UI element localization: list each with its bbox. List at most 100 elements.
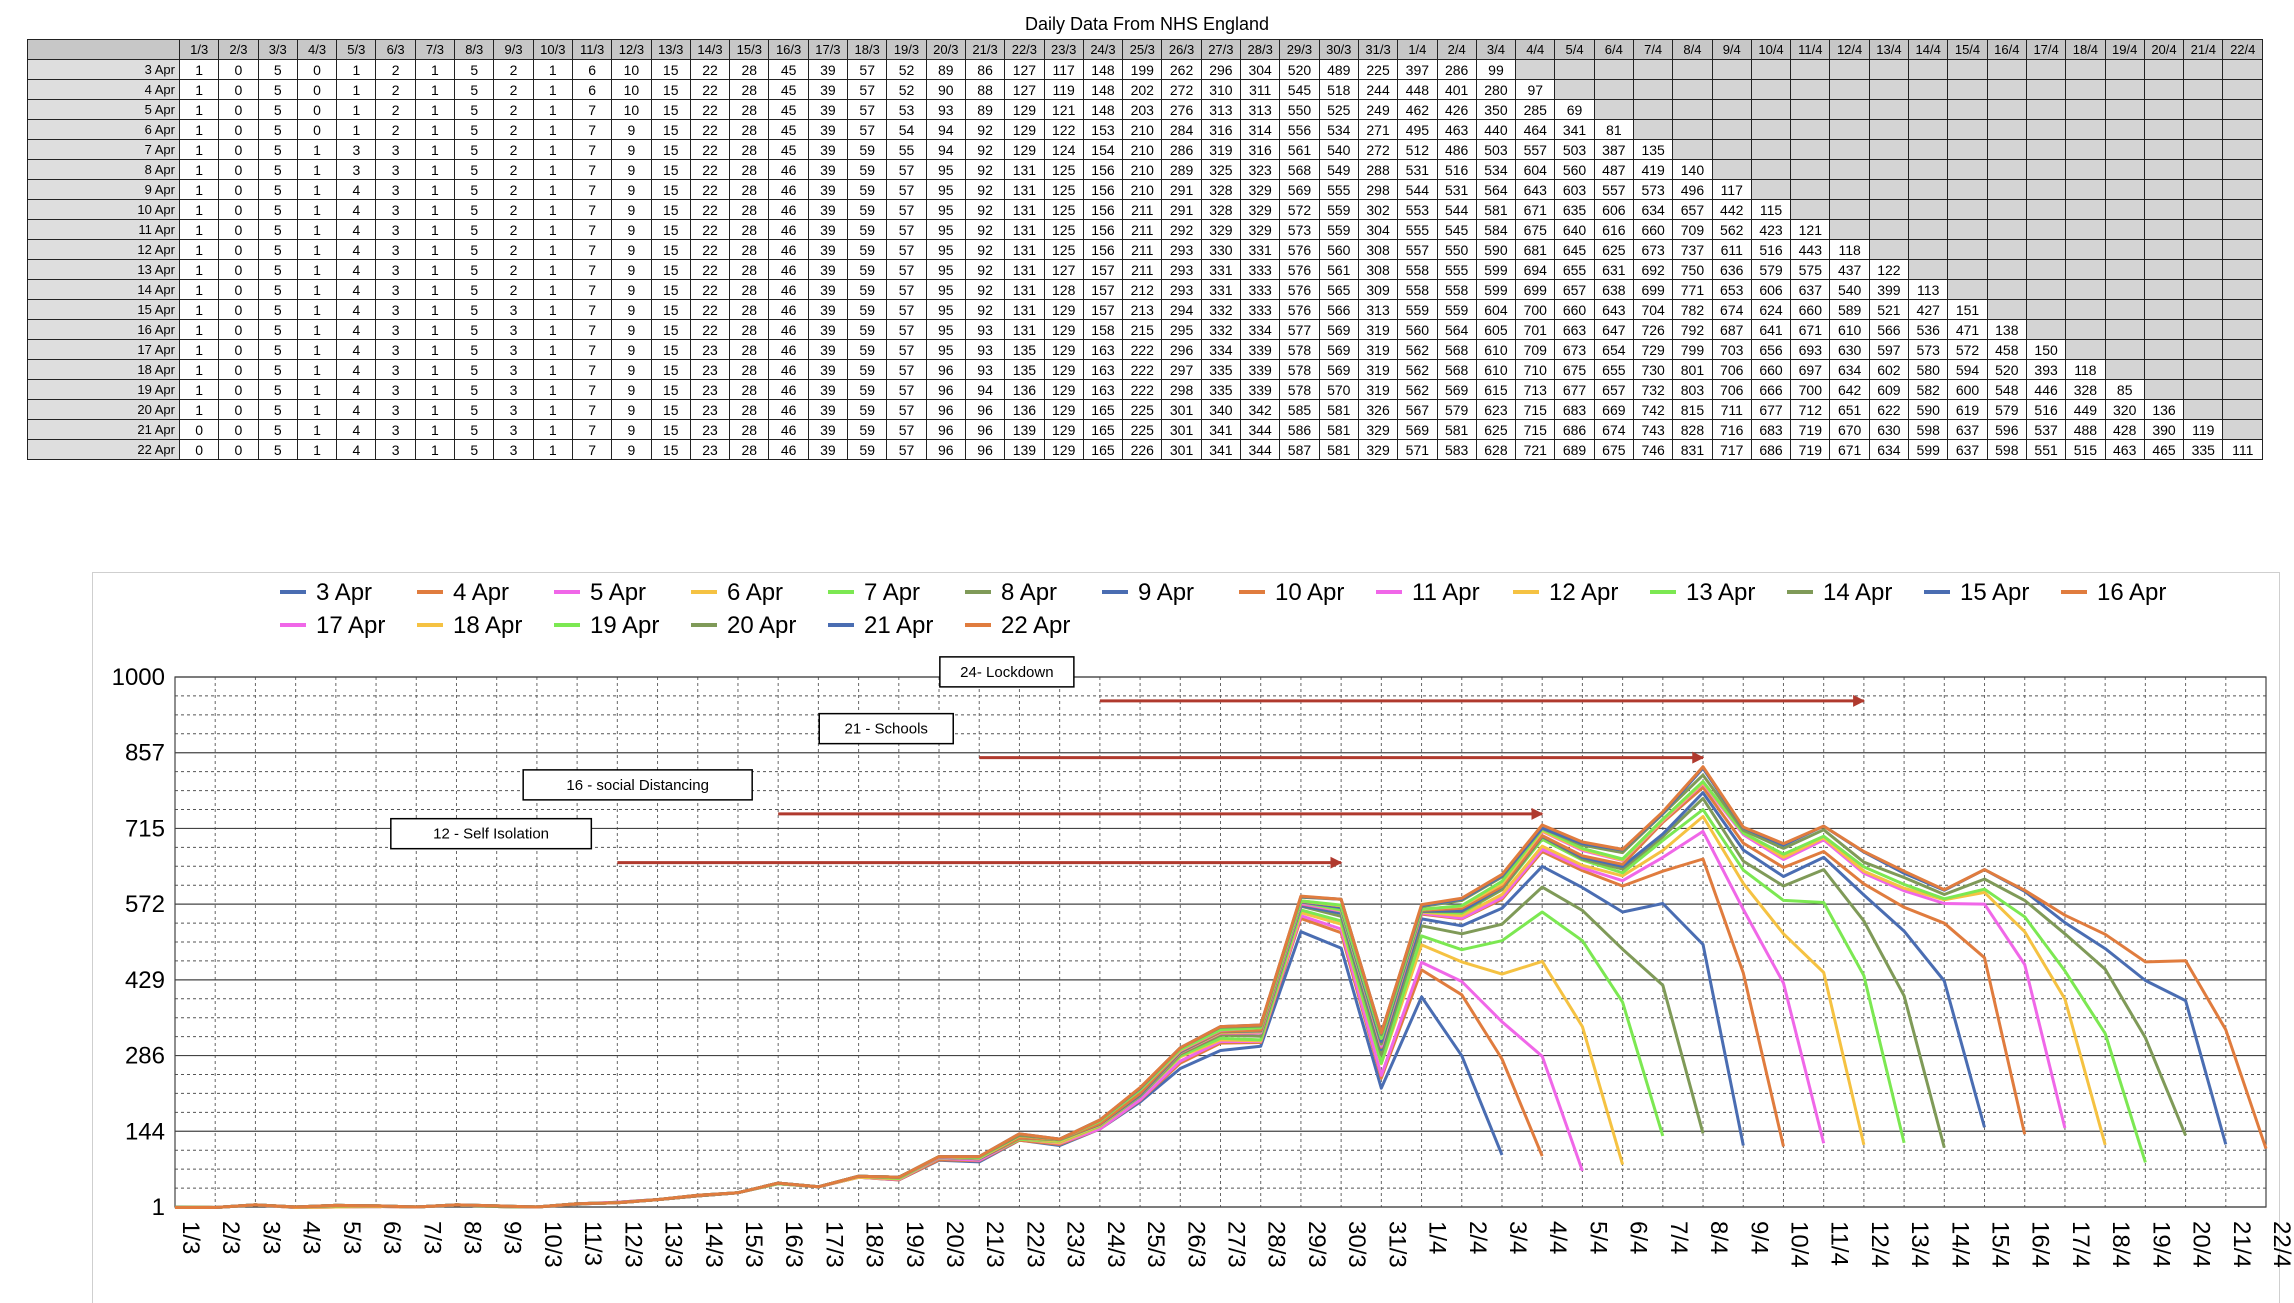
column-header: 9/3 (493, 39, 534, 60)
table-cell: 22 (689, 219, 731, 240)
table-cell: 129 (1043, 359, 1084, 380)
empty-cell (1790, 119, 1831, 140)
table-cell: 565 (1318, 279, 1359, 300)
table-cell: 301 (1161, 399, 1202, 420)
empty-cell (2065, 279, 2106, 300)
table-cell: 93 (964, 339, 1006, 360)
table-cell: 503 (1554, 139, 1595, 160)
x-tick-label: 7/4 (1665, 1221, 1692, 1254)
table-cell: 737 (1672, 239, 1713, 260)
table-row: 22 Apr 0 0 5 1 4 3 1 5 3 1 7 9 15 23 28 46 39 59 57 96 96 139 1… (27, 439, 2263, 460)
table-cell: 520 (1986, 359, 2027, 380)
table-cell: 39 (807, 399, 849, 420)
legend-label: 19 Apr (590, 612, 659, 639)
table-cell: 625 (1475, 419, 1517, 440)
table-cell: 660 (1554, 299, 1595, 320)
table-cell: 28 (729, 379, 770, 400)
table-cell: 28 (729, 159, 770, 180)
table-cell: 3 (493, 439, 534, 460)
table-cell: 5 (454, 379, 495, 400)
legend-label: 16 Apr (2097, 579, 2166, 606)
table-cell: 86 (964, 59, 1006, 80)
table-cell: 131 (1004, 279, 1045, 300)
table-cell: 709 (1515, 339, 1556, 360)
empty-cell (2143, 359, 2185, 380)
table-cell: 576 (1279, 239, 1320, 260)
table-cell: 7 (571, 379, 613, 400)
table-cell: 587 (1279, 439, 1320, 460)
table-cell: 558 (1436, 279, 1477, 300)
table-cell: 9 (611, 119, 652, 140)
empty-cell (1986, 219, 2027, 240)
legend-label: 9 Apr (1138, 579, 1194, 606)
table-cell: 125 (1043, 199, 1084, 220)
table-cell: 0 (218, 199, 259, 220)
empty-cell (1672, 139, 1713, 160)
table-row: 6 Apr 1 0 5 0 1 2 1 5 2 1 7 9 15 22 28 45 39 57 54 94 92 129 12… (27, 119, 2263, 140)
table-cell: 671 (1829, 439, 1870, 460)
table-cell: 7 (571, 419, 613, 440)
table-cell: 5 (257, 259, 298, 280)
table-cell: 148 (1082, 59, 1124, 80)
table-cell: 548 (1986, 379, 2027, 400)
table-cell: 45 (768, 139, 809, 160)
table-cell: 325 (1200, 159, 1242, 180)
table-cell: 581 (1318, 399, 1359, 420)
annotation-label: 21 - Schools (845, 721, 928, 738)
table-cell: 5 (257, 279, 298, 300)
table-cell: 5 (257, 439, 298, 460)
table-cell: 5 (257, 99, 298, 120)
empty-cell (1947, 199, 1988, 220)
table-cell: 319 (1200, 139, 1242, 160)
table-cell: 1 (296, 359, 338, 380)
table-cell: 1 (414, 319, 456, 340)
x-tick-label: 6/3 (378, 1221, 405, 1254)
table-cell: 573 (1908, 339, 1949, 360)
table-cell: 57 (886, 219, 927, 240)
table-cell: 1 (532, 379, 573, 400)
table-cell: 222 (1122, 379, 1163, 400)
table-cell: 3 (375, 399, 416, 420)
y-tick-label: 1000 (112, 664, 165, 691)
table-cell: 419 (1632, 159, 1674, 180)
table-cell: 225 (1122, 399, 1163, 420)
table-cell: 9 (611, 359, 652, 380)
table-cell: 22 (689, 139, 731, 160)
table-cell: 57 (886, 339, 927, 360)
empty-cell (2222, 279, 2263, 300)
table-row: 15 Apr 1 0 5 1 4 3 1 5 3 1 7 9 15 22 28 46 39 59 57 95 92 131 1… (27, 299, 2263, 320)
empty-cell (2025, 99, 2067, 120)
empty-cell (2222, 119, 2263, 140)
table-cell: 567 (1397, 399, 1438, 420)
table-cell: 139 (1004, 419, 1045, 440)
table-cell: 15 (650, 119, 691, 140)
column-header: 25/3 (1122, 39, 1163, 60)
table-cell: 131 (1004, 299, 1045, 320)
table-cell: 657 (1554, 279, 1595, 300)
table-cell: 597 (1868, 339, 1910, 360)
empty-cell (2065, 159, 2106, 180)
empty-cell (1986, 139, 2027, 160)
table-cell: 46 (768, 379, 809, 400)
table-cell: 0 (218, 399, 259, 420)
empty-cell (2222, 59, 2263, 80)
table-cell: 689 (1554, 439, 1595, 460)
column-header: 4/4 (1515, 39, 1556, 60)
empty-cell (2183, 359, 2224, 380)
table-cell: 9 (611, 219, 652, 240)
table-cell: 568 (1436, 339, 1477, 360)
empty-cell (2222, 339, 2263, 360)
x-tick-label: 9/4 (1745, 1221, 1772, 1254)
table-row: 16 Apr 1 0 5 1 4 3 1 5 3 1 7 9 15 22 28 46 39 59 57 95 93 131 1… (27, 319, 2263, 340)
table-cell: 559 (1436, 299, 1477, 320)
empty-cell (2183, 239, 2224, 260)
table-cell: 39 (807, 119, 849, 140)
empty-cell (2143, 239, 2185, 260)
column-header: 1/3 (178, 39, 220, 60)
table-cell: 550 (1436, 239, 1477, 260)
table-cell: 129 (1043, 379, 1084, 400)
column-header: 26/3 (1161, 39, 1202, 60)
table-cell: 560 (1397, 319, 1438, 340)
series-line (174, 930, 1504, 1209)
table-cell: 5 (257, 179, 298, 200)
